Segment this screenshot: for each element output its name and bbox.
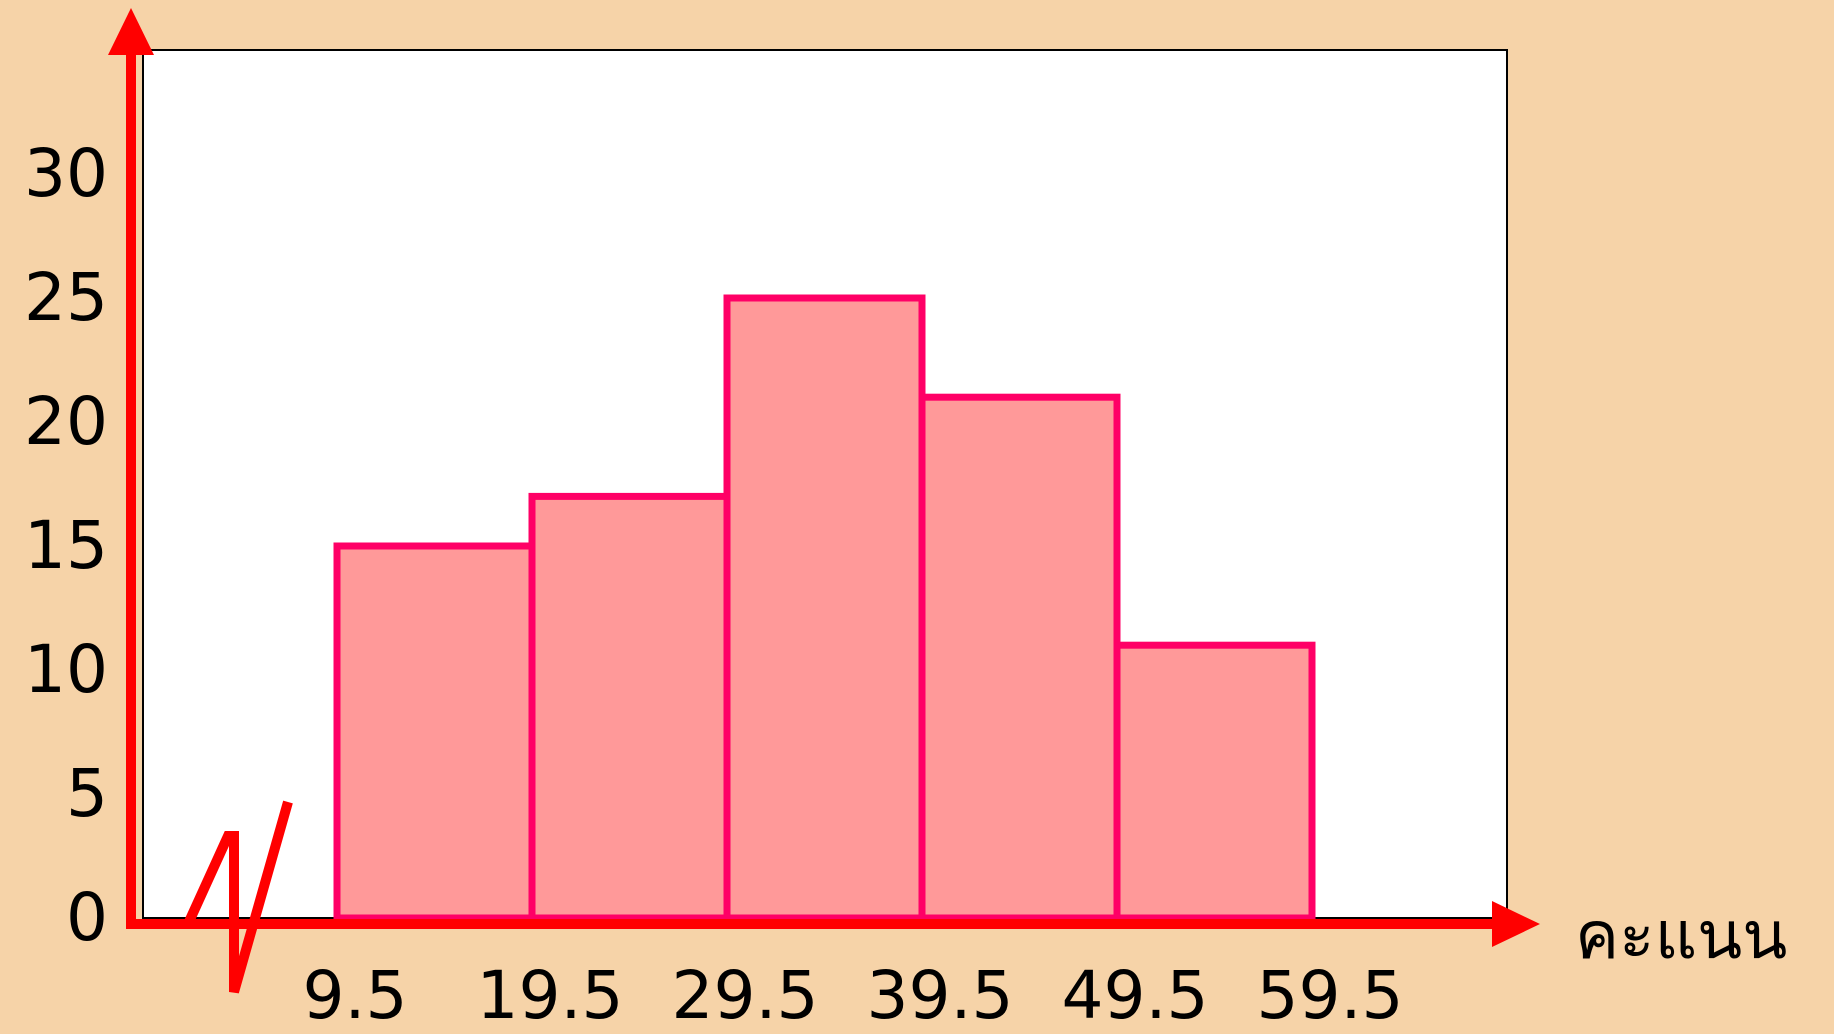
y-tick-label: 20: [24, 383, 108, 460]
x-tick-label: 49.5: [1062, 957, 1209, 1034]
x-tick-label: 29.5: [672, 957, 819, 1034]
y-axis-arrow: [108, 8, 154, 55]
y-tick-label: 30: [24, 135, 108, 212]
y-tick-label: 5: [66, 755, 108, 832]
tick-labels: 0 5 10 15 20 25 30 9.5 19.5 29.5 39.5 49.5 59.5: [24, 135, 1403, 1034]
axis-break: [183, 800, 293, 994]
y-tick-label: 10: [24, 631, 108, 708]
x-tick-label: 59.5: [1257, 957, 1404, 1034]
y-tick-label: 0: [66, 879, 108, 956]
bar: [1113, 641, 1316, 922]
x-axis-arrow: [1492, 901, 1540, 947]
bar: [918, 393, 1121, 922]
bars: [333, 294, 1316, 922]
x-axis-label: คะแนน: [1575, 897, 1787, 974]
bar: [723, 294, 926, 922]
y-tick-label: 15: [24, 507, 108, 584]
y-tick-label: 25: [24, 259, 108, 336]
bar: [333, 542, 536, 922]
x-tick-label: 39.5: [867, 957, 1014, 1034]
bar: [528, 492, 731, 922]
x-tick-label: 9.5: [303, 957, 408, 1034]
x-tick-label: 19.5: [477, 957, 624, 1034]
